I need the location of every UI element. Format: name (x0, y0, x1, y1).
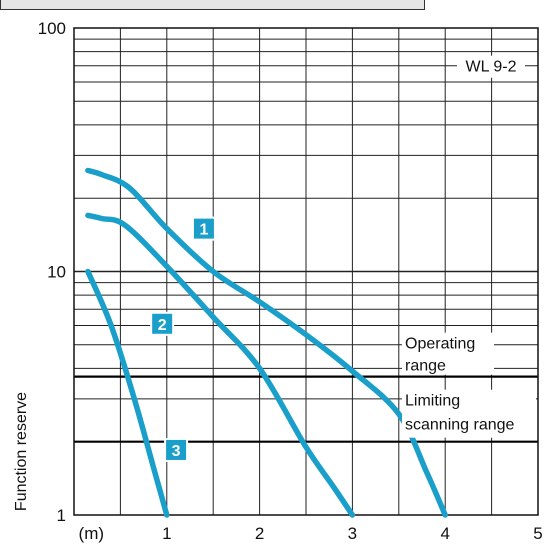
y-tick-label: 10 (47, 263, 66, 282)
y-tick-label: 100 (38, 19, 66, 38)
x-tick-label: 3 (348, 524, 357, 543)
reference-lines (74, 375, 538, 443)
series-badge-label: 1 (199, 222, 208, 239)
series-line-2 (85, 212, 356, 518)
series-badge-label: 2 (158, 317, 167, 334)
x-tick-label: 1 (162, 524, 171, 543)
x-axis-unit-label: (m) (79, 524, 104, 543)
series-badge-2: 2 (150, 311, 175, 336)
y-tick-label: 1 (57, 506, 66, 525)
x-tick-labels: 1 2 3 4 5 (162, 524, 543, 543)
model-label-background (457, 55, 525, 78)
series-badge-label: 3 (172, 443, 181, 460)
limiting-scanning-range-label-line-2: scanning range (405, 417, 515, 434)
operating-range-label: Operating range (402, 332, 494, 375)
operating-range-label-line-1: Operating (405, 336, 475, 353)
series-line-1 (85, 167, 448, 518)
y-tick-labels: 1 10 100 (38, 19, 66, 525)
series-line-3 (85, 268, 170, 518)
header-bar (0, 0, 425, 10)
x-tick-label: 2 (255, 524, 264, 543)
x-tick-label: 4 (440, 524, 449, 543)
y-axis-label: Function reserve (13, 392, 30, 511)
series (85, 167, 448, 518)
limiting-scanning-range-label: Limiting scanning range (402, 389, 536, 438)
model-label: WL 9-2 (466, 59, 517, 76)
x-tick-label: 5 (533, 524, 542, 543)
series-badge-1: 1 (191, 216, 216, 241)
series-badges: 1 2 3 (150, 216, 216, 462)
limiting-scanning-range-label-line-1: Limiting (405, 393, 460, 410)
plot-frame (73, 27, 539, 516)
series-badge-3: 3 (164, 437, 189, 462)
operating-range-label-line-2: range (405, 358, 446, 375)
